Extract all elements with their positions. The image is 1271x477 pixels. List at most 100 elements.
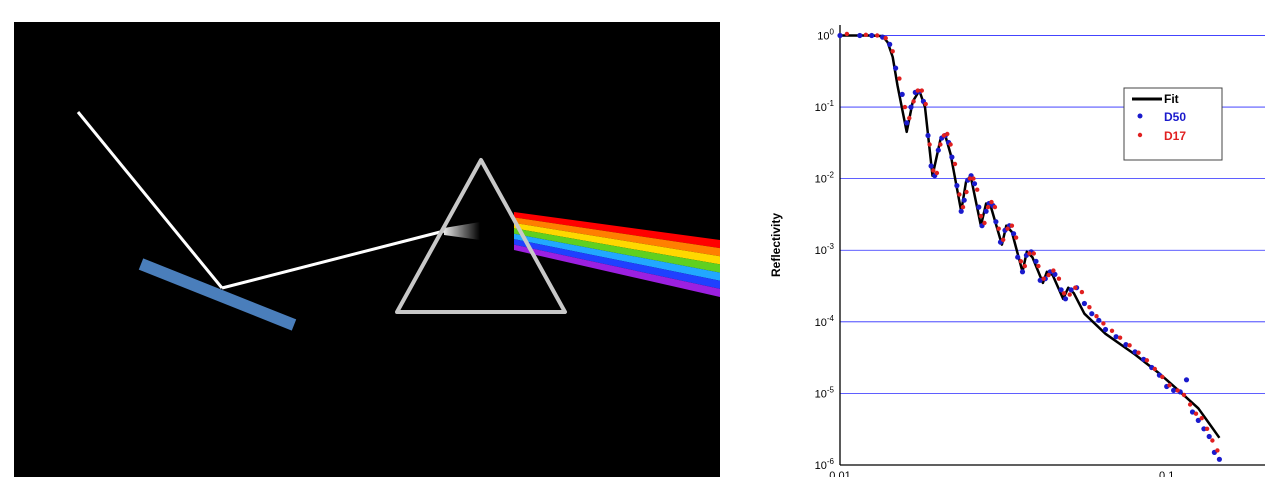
- d50-point: [971, 181, 978, 187]
- d50-point: [928, 163, 934, 169]
- d17-point: [1199, 416, 1204, 421]
- d17-point: [1167, 383, 1172, 388]
- x-tick-label: 0.1: [1159, 470, 1174, 477]
- d50-point: [1201, 426, 1207, 432]
- spectrum-band: [514, 228, 720, 273]
- legend-box: [1123, 87, 1223, 161]
- d17-point: [1127, 343, 1132, 348]
- d50-point: [887, 41, 893, 48]
- d50-point: [993, 219, 999, 225]
- d50-point: [869, 32, 875, 39]
- d17-point: [941, 133, 947, 138]
- d17-point: [1193, 411, 1199, 416]
- d17-point: [1109, 328, 1115, 333]
- d17-point: [1210, 438, 1215, 443]
- d17-point: [1061, 291, 1067, 296]
- d17-point: [844, 31, 850, 37]
- d50-point: [1113, 334, 1119, 340]
- y-tick-label: 10-5: [815, 385, 835, 400]
- spectrum-band: [514, 239, 720, 289]
- d50-point: [1081, 300, 1087, 307]
- spectrum-band: [514, 233, 720, 281]
- y-tick-label: 10-1: [815, 99, 835, 114]
- prism-internal-glow: [444, 222, 480, 240]
- d17-point: [1046, 272, 1051, 278]
- d17-point: [1073, 285, 1078, 290]
- d17-point: [952, 161, 958, 167]
- d50-point: [1206, 433, 1212, 440]
- d50-point: [1096, 317, 1102, 323]
- d50-point: [954, 183, 960, 189]
- d17-point: [1005, 226, 1010, 231]
- incident-light-beam: [76, 111, 224, 289]
- d17-point: [1013, 235, 1019, 240]
- d17-point: [989, 199, 994, 205]
- y-tick-label: 10-6: [815, 457, 835, 472]
- d17-point: [1215, 448, 1220, 453]
- d50-point: [1052, 271, 1058, 277]
- d50-point: [949, 154, 955, 160]
- d17-point: [919, 88, 924, 93]
- d50-point: [1132, 349, 1138, 355]
- d17-point: [1018, 259, 1024, 264]
- y-tick-label: 10-3: [815, 242, 835, 257]
- d50-point: [1102, 326, 1109, 333]
- d50-point: [904, 120, 910, 126]
- d17-point: [1152, 366, 1157, 372]
- d17-point: [927, 142, 932, 147]
- d17-point: [1009, 223, 1015, 228]
- d17-point: [975, 187, 980, 192]
- y-tick-label: 10-4: [815, 314, 835, 329]
- d50-point: [1171, 387, 1177, 393]
- d17-point: [897, 76, 902, 81]
- d50-point: [925, 132, 931, 139]
- d17-point: [923, 101, 928, 107]
- d17-point: [967, 176, 973, 181]
- d50-point: [893, 65, 899, 71]
- d50-point: [1019, 269, 1026, 275]
- chart-series: [837, 31, 1222, 462]
- mirror-bar: [138, 258, 297, 331]
- legend-d17-label: D17: [1164, 129, 1186, 143]
- d17-point: [1181, 392, 1187, 398]
- d17-point: [1051, 268, 1056, 273]
- d17-point: [992, 204, 998, 210]
- d50-point: [1216, 456, 1222, 462]
- reflectivity-chart: 100 10-1 10-2 10-3 10-4 10-5 10-60.01 0.1 Refle…: [769, 25, 1265, 477]
- d17-point: [982, 220, 987, 226]
- d17-point: [1031, 251, 1036, 256]
- d50-point: [837, 32, 843, 39]
- d17-point: [911, 99, 916, 104]
- d50-point: [899, 91, 905, 97]
- rainbow-spectrum: [514, 212, 720, 297]
- legend-fit-label: Fit: [1164, 92, 1179, 106]
- d17-point: [1022, 263, 1027, 269]
- chart-legend: Fit D50 D17: [1123, 87, 1223, 161]
- d50-point: [958, 208, 964, 214]
- y-tick-label: 100: [817, 27, 834, 42]
- d50-point: [983, 208, 989, 214]
- d17-point: [964, 189, 969, 195]
- d17-point: [1036, 263, 1041, 269]
- d17-point: [945, 131, 950, 137]
- d17-point: [971, 176, 976, 181]
- d17-point: [1187, 402, 1193, 407]
- d50-point: [1189, 409, 1196, 415]
- d17-point: [1041, 276, 1046, 281]
- d50-point: [1068, 287, 1074, 293]
- d17-point: [875, 33, 880, 38]
- d17-point: [1087, 305, 1092, 310]
- d50-point: [1195, 417, 1201, 423]
- tick-labels: 100 10-1 10-2 10-3 10-4 10-5 10-60.01 0.1: [815, 27, 1175, 477]
- d17-point: [907, 115, 912, 121]
- d17-point: [1079, 289, 1085, 295]
- d17-point: [902, 104, 908, 110]
- d17-point: [915, 88, 920, 93]
- d17-point: [1101, 321, 1106, 326]
- legend-d17-swatch: [1137, 132, 1143, 138]
- d50-point: [1015, 254, 1021, 260]
- d17-point: [960, 204, 966, 210]
- d17-point: [1094, 314, 1099, 319]
- y-tick-label: 10-2: [815, 171, 835, 186]
- d50-point: [976, 204, 982, 210]
